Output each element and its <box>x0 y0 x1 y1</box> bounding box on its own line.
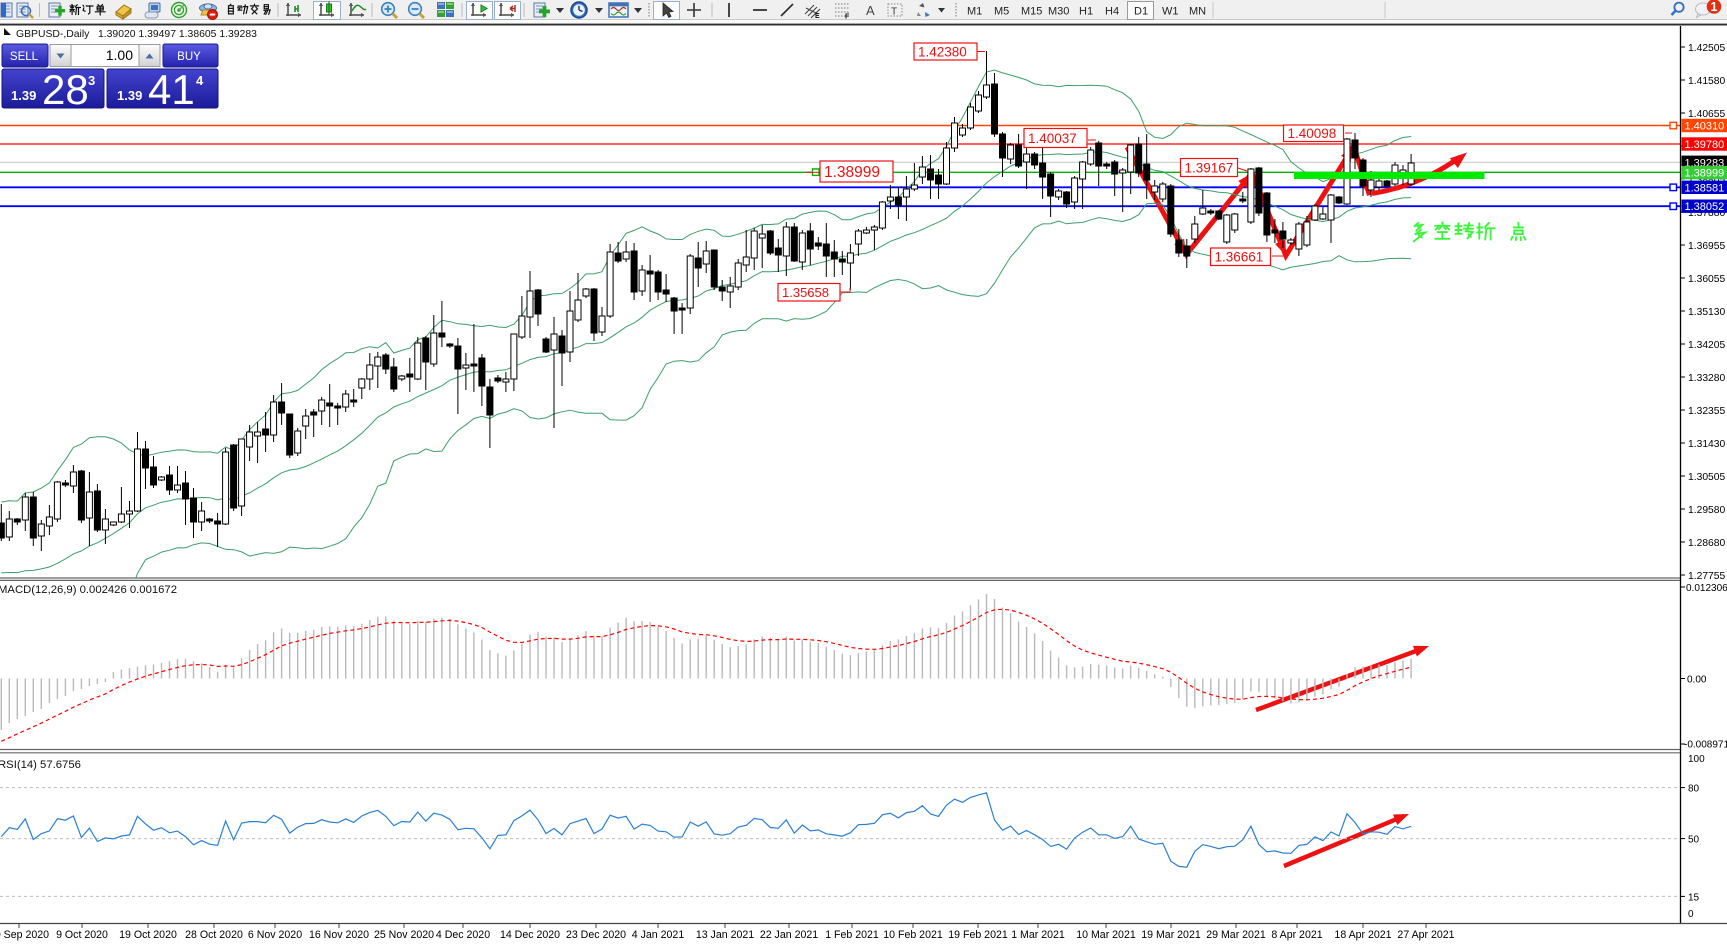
svg-text:29 Mar 2021: 29 Mar 2021 <box>1206 929 1266 941</box>
svg-text:MACD(12,26,9) 0.002426 0.00167: MACD(12,26,9) 0.002426 0.001672 <box>0 584 177 596</box>
svg-text:16 Nov 2020: 16 Nov 2020 <box>309 929 369 941</box>
svg-text:19 Oct 2020: 19 Oct 2020 <box>119 929 177 941</box>
svg-text:1.39: 1.39 <box>117 88 142 103</box>
svg-text:1.39780: 1.39780 <box>1685 139 1725 151</box>
svg-text:1.32355: 1.32355 <box>1688 406 1725 417</box>
svg-text:1 Mar 2021: 1 Mar 2021 <box>1011 929 1065 941</box>
svg-text:M15: M15 <box>1021 6 1042 18</box>
svg-text:50: 50 <box>1688 835 1700 846</box>
svg-text:80: 80 <box>1688 784 1700 795</box>
svg-text:23 Dec 2020: 23 Dec 2020 <box>566 929 626 941</box>
svg-text:E: E <box>815 13 820 20</box>
svg-text:T: T <box>891 7 897 18</box>
svg-text:1.39: 1.39 <box>11 88 36 103</box>
svg-text:1.31430: 1.31430 <box>1688 439 1725 450</box>
svg-text:D1: D1 <box>1134 6 1148 18</box>
svg-text:M5: M5 <box>994 6 1009 18</box>
svg-text:M1: M1 <box>967 6 982 18</box>
svg-text:4 Jan 2021: 4 Jan 2021 <box>632 929 685 941</box>
svg-text:W1: W1 <box>1162 6 1179 18</box>
svg-text:H1: H1 <box>1079 6 1093 18</box>
svg-text:1.41580: 1.41580 <box>1688 76 1725 87</box>
svg-text:41: 41 <box>148 66 195 113</box>
svg-text:1.30505: 1.30505 <box>1688 472 1725 483</box>
svg-text:19 Feb 2021: 19 Feb 2021 <box>948 929 1008 941</box>
svg-text:1.28680: 1.28680 <box>1688 538 1725 549</box>
svg-text:1.42505: 1.42505 <box>1688 43 1725 54</box>
svg-text:9 Oct 2020: 9 Oct 2020 <box>56 929 108 941</box>
svg-text:-0.008971: -0.008971 <box>1684 740 1727 751</box>
svg-text:1.40655: 1.40655 <box>1688 109 1725 120</box>
svg-text:M30: M30 <box>1048 6 1069 18</box>
svg-text:1.37880: 1.37880 <box>1688 208 1725 219</box>
svg-text:1.36955: 1.36955 <box>1688 241 1725 252</box>
svg-text:0: 0 <box>1688 909 1694 920</box>
svg-text:RSI(14) 57.6756: RSI(14) 57.6756 <box>0 759 81 771</box>
svg-text:MN: MN <box>1189 6 1206 18</box>
svg-text:4: 4 <box>196 73 204 88</box>
svg-text:1.40037: 1.40037 <box>1028 131 1077 146</box>
svg-text:1.40310: 1.40310 <box>1685 121 1725 133</box>
svg-text:1.38805: 1.38805 <box>1688 175 1725 186</box>
svg-text:14 Dec 2020: 14 Dec 2020 <box>500 929 560 941</box>
svg-text:15: 15 <box>1688 892 1700 903</box>
svg-text:1.36661: 1.36661 <box>1215 250 1264 265</box>
svg-text:10 Feb 2021: 10 Feb 2021 <box>883 929 943 941</box>
svg-text:A: A <box>866 3 875 18</box>
svg-text:28 Oct 2020: 28 Oct 2020 <box>185 929 243 941</box>
svg-text:1.40098: 1.40098 <box>1288 126 1337 141</box>
svg-text:1.38999: 1.38999 <box>1685 168 1725 180</box>
svg-text:1.29580: 1.29580 <box>1688 505 1725 516</box>
svg-text:8 Apr 2021: 8 Apr 2021 <box>1271 929 1322 941</box>
svg-text:22 Jan 2021: 22 Jan 2021 <box>760 929 818 941</box>
svg-text:H4: H4 <box>1105 6 1119 18</box>
svg-text:25 Nov 2020: 25 Nov 2020 <box>374 929 434 941</box>
svg-text:100: 100 <box>1688 754 1705 765</box>
svg-text:10 Mar 2021: 10 Mar 2021 <box>1076 929 1136 941</box>
svg-text:1.27755: 1.27755 <box>1688 571 1725 582</box>
svg-text:1: 1 <box>1711 0 1718 14</box>
svg-text:1.38052: 1.38052 <box>1685 201 1725 213</box>
svg-text:4 Dec 2020: 4 Dec 2020 <box>436 929 490 941</box>
svg-text:1.38999: 1.38999 <box>824 164 880 181</box>
svg-text:1.42380: 1.42380 <box>918 44 967 59</box>
svg-text:1 Feb 2021: 1 Feb 2021 <box>825 929 879 941</box>
svg-text:0.00: 0.00 <box>1687 675 1707 686</box>
svg-text:1.35658: 1.35658 <box>782 285 829 300</box>
svg-text:1.34205: 1.34205 <box>1688 340 1725 351</box>
svg-text:1.36055: 1.36055 <box>1688 274 1725 285</box>
svg-text:GBPUSD-,Daily 1.39020 1.3949: GBPUSD-,Daily 1.39020 1.39497 1.38605 1.… <box>16 29 257 40</box>
svg-text:1.39167: 1.39167 <box>1185 160 1234 175</box>
svg-text:1.35130: 1.35130 <box>1688 307 1725 318</box>
svg-text:0.012306: 0.012306 <box>1686 583 1727 594</box>
svg-text:1.00: 1.00 <box>106 47 133 63</box>
svg-text:18 Apr 2021: 18 Apr 2021 <box>1334 929 1391 941</box>
svg-text:3: 3 <box>88 73 95 88</box>
svg-text:1.38581: 1.38581 <box>1685 182 1725 194</box>
svg-text:SELL: SELL <box>10 51 39 63</box>
svg-text:1.33280: 1.33280 <box>1688 373 1725 384</box>
svg-text:30 Sep 2020: 30 Sep 2020 <box>0 929 49 941</box>
svg-text:BUY: BUY <box>177 51 201 63</box>
svg-text:6 Nov 2020: 6 Nov 2020 <box>248 929 302 941</box>
svg-text:27 Apr 2021: 27 Apr 2021 <box>1397 929 1454 941</box>
svg-text:19 Mar 2021: 19 Mar 2021 <box>1141 929 1201 941</box>
svg-text:13 Jan 2021: 13 Jan 2021 <box>696 929 754 941</box>
svg-text:F: F <box>845 14 850 21</box>
svg-text:28: 28 <box>42 66 89 113</box>
